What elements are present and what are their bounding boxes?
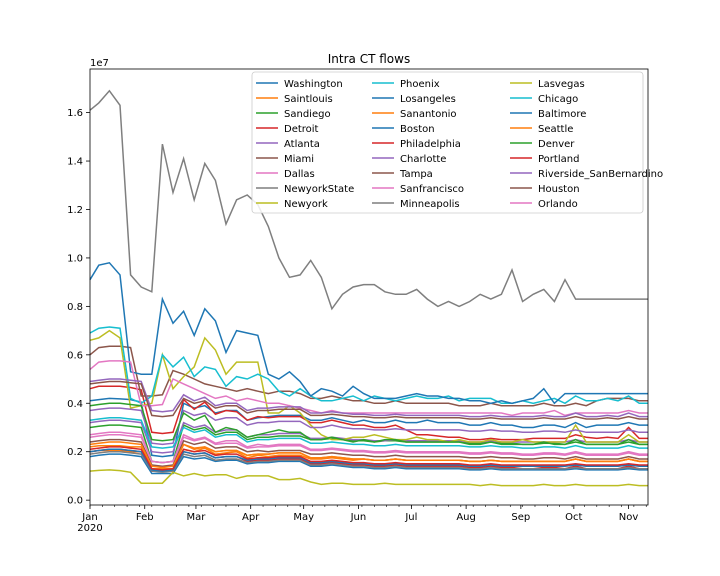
- y-offset-label: 1e7: [90, 58, 109, 69]
- chart-title: Intra CT flows: [328, 52, 410, 66]
- x-tick-label: Mar: [187, 512, 207, 523]
- series-line-washington: [89, 397, 648, 458]
- x-tick-label: Apr: [242, 512, 260, 523]
- series-line-newyork: [89, 329, 648, 443]
- legend: Washington Saintlouis Sandiego Detroit Atlan…: [251, 71, 663, 214]
- x-tick-label: Nov: [619, 512, 639, 523]
- y-tick-label: 1.0: [67, 253, 83, 264]
- legend-label: Newyork: [284, 199, 328, 210]
- x-tick-label: Jan: [81, 512, 97, 523]
- x-year-label: 2020: [77, 523, 102, 534]
- legend-label: Charlotte: [400, 154, 446, 165]
- legend-label: Orlando: [538, 199, 578, 210]
- series-line-dallas: [89, 431, 648, 464]
- series-line-sanfrancisco: [89, 360, 648, 417]
- legend-label: Sanantonio: [400, 109, 457, 120]
- legend-label: Boston: [400, 124, 435, 135]
- series-line-miami: [89, 345, 648, 407]
- legend-label: Seattle: [538, 124, 573, 135]
- y-tick-label: 0.2: [67, 447, 83, 458]
- x-tick-label: Aug: [456, 512, 476, 523]
- legend-label: Portland: [538, 154, 579, 165]
- series-line-chicago: [89, 417, 648, 449]
- series-line-houston: [89, 380, 648, 420]
- series-line-tampa: [89, 438, 648, 467]
- legend-label: Houston: [538, 184, 580, 195]
- legend-label: Losangeles: [400, 94, 456, 105]
- legend-label: Sanfrancisco: [400, 184, 464, 195]
- x-tick-label: Jul: [404, 512, 417, 523]
- legend-label: Washington: [284, 79, 343, 90]
- series-line-lasvegas: [89, 469, 648, 487]
- legend-label: Tampa: [399, 169, 433, 180]
- series-line-riverside_sanbernardino: [89, 378, 648, 418]
- legend-label: Chicago: [538, 94, 578, 105]
- x-axis: Jan Feb Mar Apr May Jun Jul Aug Sep Oct Nov: [81, 505, 647, 523]
- legend-label: Riverside_SanBernardino: [538, 169, 663, 180]
- series-line-detroit: [89, 385, 648, 441]
- y-tick-label: 0.8: [67, 302, 83, 313]
- series-line-denver: [89, 402, 648, 446]
- legend-label: Atlanta: [284, 139, 320, 150]
- legend-label: Minneapolis: [400, 199, 460, 210]
- series-line-minneapolis: [89, 450, 648, 474]
- y-tick-label: 0.4: [67, 399, 83, 410]
- series-line-boston: [89, 453, 648, 475]
- y-tick-label: 1.6: [67, 108, 83, 119]
- legend-label: Sandiego: [284, 109, 331, 120]
- legend-label: Saintlouis: [284, 94, 333, 105]
- y-tick-label: 1.2: [67, 205, 83, 216]
- legend-label: Phoenix: [400, 79, 440, 90]
- legend-label: Denver: [538, 139, 575, 150]
- legend-box: [251, 71, 644, 214]
- y-tick-label: 0.0: [67, 496, 83, 507]
- legend-label: Detroit: [284, 124, 319, 135]
- x-tick-label: Jun: [350, 512, 367, 523]
- x-tick-label: Feb: [136, 512, 154, 523]
- series-line-losangeles: [89, 261, 648, 405]
- y-tick-label: 0.6: [67, 350, 83, 361]
- legend-label: Miami: [284, 154, 314, 165]
- series-line-baltimore: [89, 448, 648, 472]
- series-line-phoenix: [89, 326, 648, 405]
- x-tick-label: Sep: [511, 512, 530, 523]
- legend-label: Lasvegas: [538, 79, 585, 90]
- series-line-orlando: [89, 434, 648, 464]
- y-axis: 0.0 0.2 0.4 0.6 0.8 1.0 1.2 1.4 1.6: [67, 108, 90, 507]
- x-tick-label: May: [293, 512, 314, 523]
- series-line-seattle: [89, 441, 648, 469]
- series-lines: [89, 89, 648, 487]
- legend-label: Philadelphia: [400, 139, 461, 150]
- legend-label: Baltimore: [538, 109, 586, 120]
- legend-label: NewyorkState: [284, 184, 354, 195]
- series-line-newyorkstate: [89, 89, 648, 311]
- plot-frame: [89, 68, 649, 506]
- x-tick-label: Oct: [565, 512, 582, 523]
- legend-label: Dallas: [284, 169, 315, 180]
- series-line-portland: [89, 446, 648, 471]
- y-tick-label: 1.4: [67, 157, 83, 168]
